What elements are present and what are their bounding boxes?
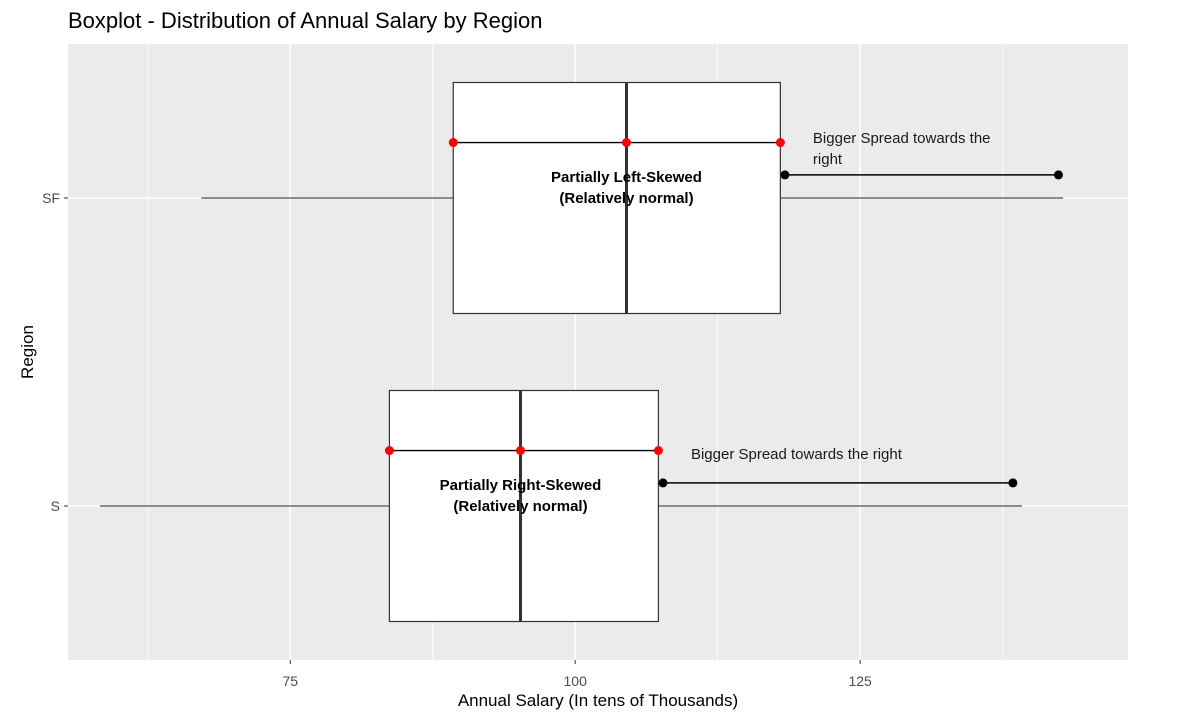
x-tick-label: 75 bbox=[282, 673, 298, 689]
spread-endpoint bbox=[1008, 478, 1018, 488]
y-axis: SF S bbox=[42, 190, 68, 514]
box-label: Partially Right-Skewed bbox=[440, 477, 602, 494]
box bbox=[388, 389, 660, 623]
box-layer: Partially Left-Skewed (Relatively normal)… bbox=[99, 81, 1064, 623]
quartile-point bbox=[775, 138, 785, 148]
spread-annotation: Bigger Spread towards the bbox=[813, 130, 991, 147]
spread-annotation: Bigger Spread towards the right bbox=[691, 446, 903, 463]
quartile-point bbox=[621, 138, 631, 148]
x-axis-title: Annual Salary (In tens of Thousands) bbox=[458, 691, 738, 710]
y-tick-label: S bbox=[51, 498, 60, 514]
spread-endpoint bbox=[658, 478, 668, 488]
x-axis: 75 100 125 bbox=[282, 660, 872, 689]
box-label: (Relatively normal) bbox=[453, 498, 587, 515]
quartile-point bbox=[653, 446, 663, 456]
quartile-point bbox=[515, 446, 525, 456]
chart-title: Boxplot - Distribution of Annual Salary … bbox=[68, 8, 543, 33]
box-group: Partially Right-Skewed (Relatively normal… bbox=[99, 389, 1022, 623]
x-tick-label: 125 bbox=[848, 673, 872, 689]
x-tick-label: 100 bbox=[564, 673, 588, 689]
quartile-point bbox=[448, 138, 458, 148]
box bbox=[452, 81, 781, 315]
box-label: Partially Left-Skewed bbox=[551, 169, 702, 186]
y-tick-label: SF bbox=[42, 190, 60, 206]
spread-endpoint bbox=[1053, 170, 1063, 180]
box-label: (Relatively normal) bbox=[559, 190, 693, 207]
spread-annotation: right bbox=[813, 151, 843, 168]
spread-endpoint bbox=[780, 170, 790, 180]
box-group: Partially Left-Skewed (Relatively normal)… bbox=[201, 81, 1064, 315]
y-axis-title: Region bbox=[18, 325, 37, 379]
quartile-point bbox=[384, 446, 394, 456]
